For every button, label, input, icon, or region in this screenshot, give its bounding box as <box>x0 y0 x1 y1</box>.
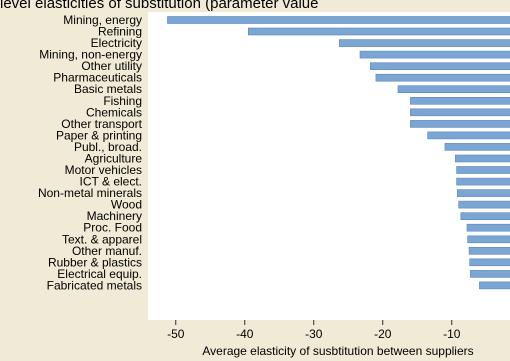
bar-1 <box>248 27 510 36</box>
bar-13 <box>456 166 510 174</box>
category-label-3: Mining, non-energy <box>39 48 142 62</box>
category-label-11: Publ., broad. <box>74 140 142 154</box>
bar-0 <box>167 16 510 24</box>
category-label-18: Proc. Food <box>83 221 142 235</box>
category-label-23: Fabricated metals <box>47 278 142 292</box>
x-tick-label-4: -10 <box>443 327 461 341</box>
x-axis-label: Average elasticity of susbtitution betwe… <box>202 344 473 358</box>
bar-16 <box>458 200 510 209</box>
category-label-13: Motor vehicles <box>65 163 142 177</box>
bar-19 <box>467 235 510 244</box>
category-label-4: Other utility <box>81 59 142 73</box>
chart-title: level elasticities of substitution (para… <box>0 0 319 12</box>
bar-20 <box>468 247 510 255</box>
category-label-9: Other transport <box>61 117 142 131</box>
category-label-10: Paper & printing <box>56 128 142 142</box>
bar-4 <box>370 62 510 71</box>
category-label-19: Text. & apparel <box>62 232 142 246</box>
bar-10 <box>427 131 510 140</box>
bar-21 <box>469 258 510 267</box>
bar-6 <box>397 85 510 93</box>
x-tick-label-1: -40 <box>236 327 254 341</box>
category-label-0: Mining, energy <box>63 13 142 27</box>
x-tick-label-2: -30 <box>305 327 323 341</box>
category-label-6: Basic metals <box>74 82 142 96</box>
category-label-8: Chemicals <box>86 105 142 119</box>
bar-22 <box>470 270 510 278</box>
category-label-21: Rubber & plastics <box>48 255 142 269</box>
category-label-17: Machinery <box>87 209 142 223</box>
bar-14 <box>456 177 510 186</box>
category-label-20: Other manuf. <box>72 244 142 258</box>
bar-12 <box>454 154 510 163</box>
bar-5 <box>375 73 510 82</box>
category-label-12: Agriculture <box>85 152 143 166</box>
bar-7 <box>410 97 510 105</box>
category-label-22: Electrical equip. <box>57 267 142 281</box>
category-label-14: ICT & elect. <box>80 175 142 189</box>
bar-3 <box>359 50 510 59</box>
bar-17 <box>460 212 510 220</box>
bar-15 <box>456 189 510 197</box>
category-label-2: Electricity <box>91 36 142 50</box>
bar-9 <box>410 120 510 128</box>
category-label-16: Wood <box>111 198 142 212</box>
category-label-5: Pharmaceuticals <box>53 71 142 85</box>
x-tick-label-3: -20 <box>374 327 392 341</box>
bar-8 <box>410 108 510 117</box>
bar-11 <box>444 143 510 151</box>
bar-2 <box>338 39 510 47</box>
bar-23 <box>479 281 510 290</box>
category-label-15: Non-metal minerals <box>38 186 142 200</box>
category-label-1: Refining <box>98 25 142 39</box>
category-label-7: Fishing <box>103 94 142 108</box>
x-tick-label-0: -50 <box>167 327 185 341</box>
bar-18 <box>466 223 510 232</box>
